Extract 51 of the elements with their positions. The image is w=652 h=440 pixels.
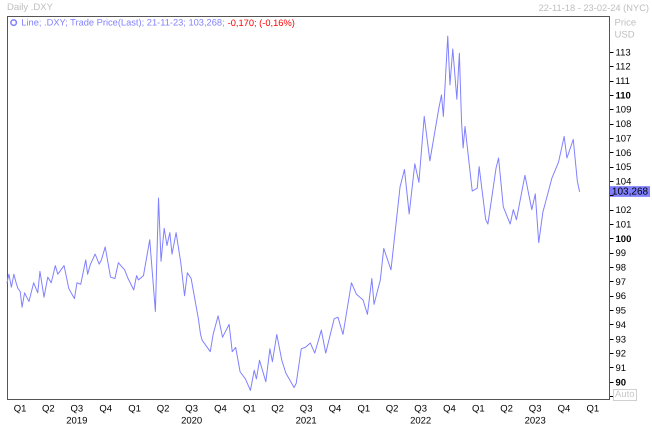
y-axis-title: Price USD [614, 18, 636, 40]
y-tick-label: 98 [616, 262, 626, 274]
x-tick-label: Q3 2023 [524, 404, 546, 426]
x-tick-label: Q1 [128, 404, 141, 414]
y-tick-label: 108 [616, 119, 632, 130]
y-tick-label: 102 [616, 205, 632, 216]
y-tick-label: 101 [616, 219, 632, 230]
y-tick-label: 105 [616, 162, 632, 174]
annotation: -0,170; (-0,16%) [228, 16, 295, 29]
x-tick-label: Q4 [443, 404, 456, 414]
y-tick-label: 95 [616, 306, 626, 317]
y-tick-label: 112 [616, 62, 631, 73]
x-tick-label: Q2 [386, 404, 398, 414]
y-tick-label: 96 [616, 291, 626, 302]
y-tick-label: 94 [616, 320, 626, 331]
x-tick-label: Q1 [14, 404, 26, 414]
y-tick-label: 92 [616, 348, 626, 360]
x-tick-label: Q3 2019 [66, 404, 88, 426]
x-tick-label: Q4 [558, 404, 570, 414]
x-tick-label: Q3 2020 [181, 404, 202, 426]
y-tick-label: 91 [616, 362, 626, 374]
y-tick-label: 106 [616, 148, 632, 159]
y-tick-label: 99 [616, 248, 626, 260]
line-series [6, 36, 580, 391]
y-tick-label: 110 [616, 90, 631, 102]
x-tick-label: Q1 [472, 404, 485, 414]
x-tick-label: Q2 [42, 404, 55, 414]
x-tick-label: Q1 [358, 404, 370, 414]
y-tick-label: 97 [616, 276, 626, 288]
x-tick-label: Q3 2022 [410, 404, 432, 426]
x-tick-label: Q3 2021 [296, 404, 317, 426]
y-tick-label: 113 [616, 47, 631, 58]
x-tick-label: Q4 [99, 404, 112, 414]
x-tick-label: Q1 [243, 404, 256, 414]
text: 22-11-18 - 23-02-24 (NYC) [538, 2, 649, 14]
legend-label: Line; .DXY; Trade Price(Last); 21-11-23; 103,268; [21, 18, 225, 28]
x-tick-label: Q4 [214, 404, 227, 414]
y-tick-label: 107 [616, 133, 632, 144]
y-tick-label: 111 [616, 76, 630, 88]
chart-title: Daily .DXY [7, 2, 53, 14]
x-tick-label: Q2 [156, 404, 170, 414]
y-tick-label: 109 [616, 104, 632, 116]
y-tick-label: 104 [616, 176, 632, 188]
x-tick-label: Q2 [500, 404, 513, 414]
x-tick-label: Q4 [328, 404, 342, 414]
x-tick-label: Q1 [586, 404, 600, 414]
x-tick-label: Q2 [271, 404, 284, 414]
y-tick-label: 100 [616, 234, 632, 245]
y-tick-label: 90 [616, 377, 626, 388]
y-tick-label: 93 [616, 334, 626, 346]
text: 103,268 [612, 186, 649, 198]
